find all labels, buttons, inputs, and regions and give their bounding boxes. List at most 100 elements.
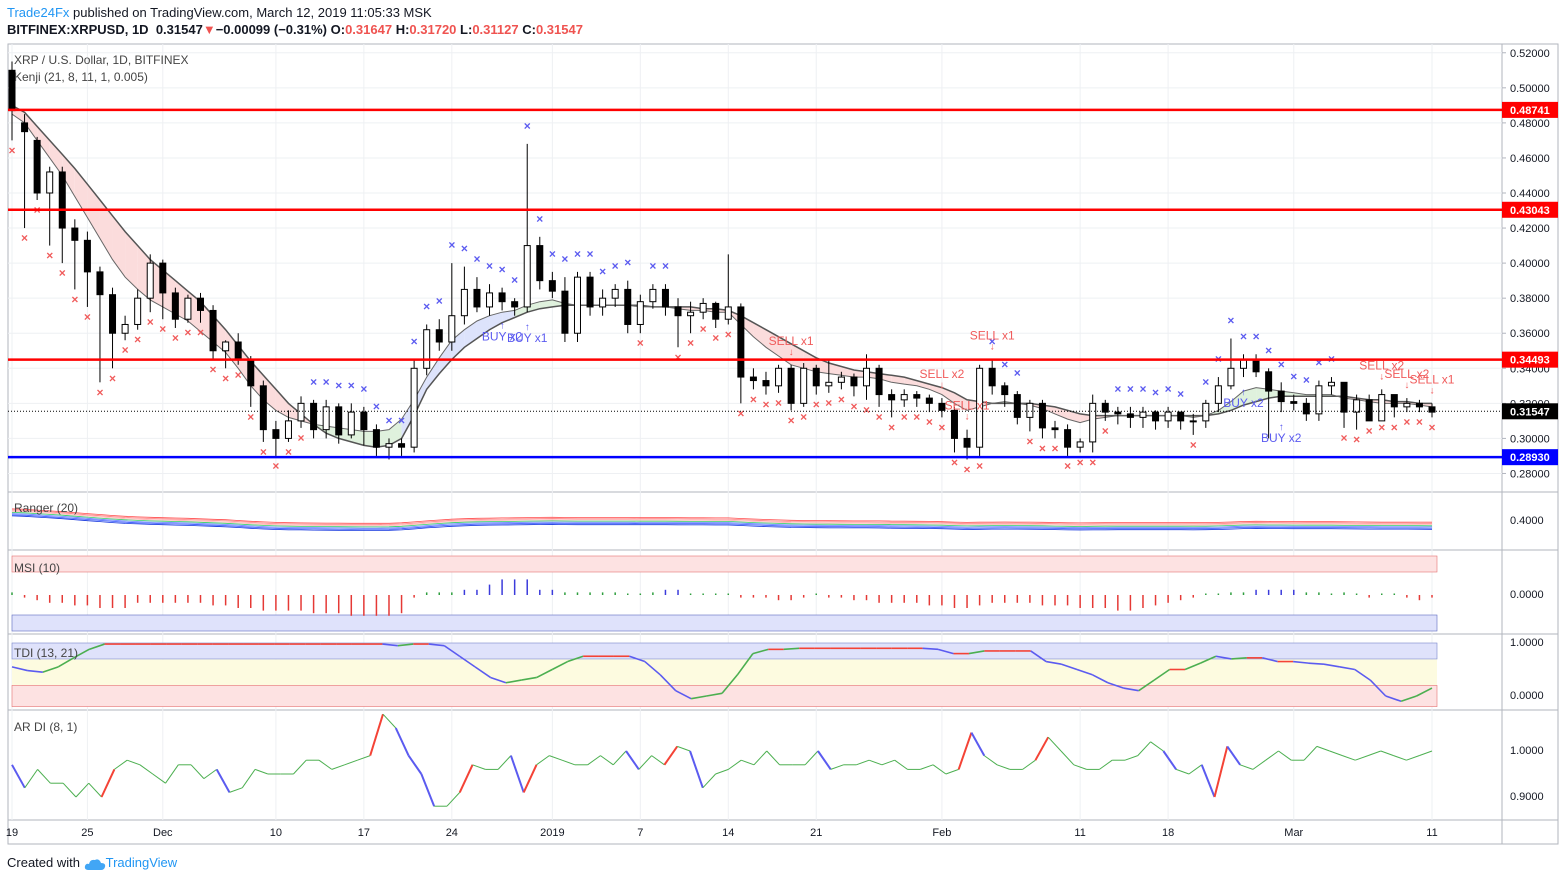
- tradingview-brand[interactable]: TradingView: [105, 855, 178, 870]
- candle-body: [196, 297, 204, 311]
- candle-body: [1252, 359, 1260, 373]
- ardi-line-segment: [702, 773, 716, 789]
- tdi-line-segment: [505, 679, 522, 684]
- buy-marker: ×: [411, 335, 418, 349]
- ardi-line-segment: [215, 768, 231, 793]
- buy-marker: ×: [1202, 375, 1209, 389]
- candle-body: [1353, 399, 1361, 413]
- candle-body: [1327, 381, 1335, 387]
- candle-body: [159, 262, 167, 294]
- tdi-line-segment: [968, 650, 985, 655]
- tdi-tick-label: 0.0000: [1510, 690, 1544, 702]
- buy-marker: ×: [360, 382, 367, 396]
- x-tick-label: 21: [810, 827, 822, 839]
- candle-body: [624, 288, 632, 325]
- tdi-line-segment: [1123, 687, 1139, 692]
- sell-marker: ×: [298, 431, 305, 445]
- tdi-line-segment: [690, 695, 707, 700]
- kenji-cloud-segment: [426, 357, 440, 390]
- candle-body: [888, 394, 896, 401]
- price-level-badge: [1502, 449, 1558, 466]
- candle-body: [1365, 399, 1373, 422]
- tdi-line-segment: [490, 676, 507, 684]
- sell-marker: ×: [863, 403, 870, 417]
- ardi-line-segment: [1162, 750, 1177, 770]
- buy-marker: ×: [335, 378, 342, 392]
- candle-body: [360, 411, 368, 431]
- sell-marker: ×: [8, 143, 15, 157]
- x-tick-label: 11: [1426, 827, 1437, 839]
- candle-body: [498, 292, 506, 303]
- ardi-line-segment: [741, 759, 755, 766]
- tdi-line-segment: [752, 648, 769, 655]
- candle-body: [661, 288, 669, 308]
- candle-body: [134, 297, 142, 325]
- ardi-line-segment: [715, 768, 729, 775]
- msi-tick-label: 0.0000: [1510, 589, 1544, 601]
- ardi-line-segment: [62, 782, 77, 798]
- sell-marker: ×: [1190, 438, 1197, 452]
- buy-marker: ×: [1265, 343, 1272, 357]
- buy-marker: ×: [511, 273, 518, 287]
- buy-marker: ×: [310, 375, 317, 389]
- tdi-line-segment: [629, 655, 646, 663]
- tdi-line-segment: [1262, 657, 1278, 663]
- price-level-label: 0.28930: [1510, 452, 1550, 464]
- tdi-line-segment: [1076, 668, 1093, 676]
- buy-marker: ×: [561, 252, 568, 266]
- x-tick-label: Dec: [153, 827, 173, 839]
- sell-marker: ×: [775, 396, 782, 410]
- kenji-cloud-segment: [388, 419, 402, 446]
- kenji-cloud-segment: [765, 329, 779, 357]
- kenji-cloud-segment: [539, 299, 553, 309]
- candle-body: [46, 171, 54, 194]
- ardi-line-segment: [11, 764, 26, 789]
- sell-marker: ×: [134, 333, 141, 347]
- ardi-line-segment: [638, 755, 653, 770]
- candle-body: [1403, 402, 1411, 408]
- kenji-cloud-segment: [753, 322, 766, 348]
- kenji-cloud-segment: [439, 340, 452, 374]
- chart-frame: [7, 43, 1559, 845]
- candle-body: [33, 139, 41, 194]
- tdi-line-segment: [521, 676, 537, 681]
- buy-marker: ×: [398, 413, 405, 427]
- sell-marker: ×: [46, 249, 53, 263]
- sell-marker: ×: [21, 231, 28, 245]
- publisher-name[interactable]: Trade24Fx: [7, 5, 70, 20]
- x-tick-label: Mar: [1284, 827, 1303, 839]
- sell-marker: ×: [1366, 424, 1373, 438]
- ardi-line-segment: [920, 764, 934, 770]
- sell-marker: ×: [876, 410, 883, 424]
- buy-marker: ×: [461, 242, 468, 256]
- price-level-label: 0.48741: [1510, 105, 1550, 117]
- tdi-line-segment: [706, 692, 723, 697]
- price-level-label: 0.34493: [1510, 355, 1550, 367]
- sell-marker: ×: [964, 462, 971, 476]
- candle-body: [548, 280, 556, 292]
- price-tick-label: 0.50000: [1510, 83, 1550, 95]
- candle-body: [1126, 413, 1134, 418]
- candle-body: [913, 394, 921, 399]
- ardi-line-segment: [394, 727, 410, 757]
- kenji-cloud-segment: [476, 315, 490, 339]
- ardi-label: AR DI (8, 1): [14, 720, 77, 734]
- sell-marker: ×: [926, 415, 933, 429]
- kenji-cloud-segment: [275, 389, 289, 418]
- ardi-line-segment: [996, 764, 1011, 770]
- sell-arrow-icon: ↓: [1379, 371, 1384, 382]
- price-tick-label: 0.52000: [1510, 48, 1550, 60]
- created-with-text: Created with: [7, 855, 80, 870]
- ardi-line-segment: [1060, 750, 1075, 766]
- ardi-line-segment: [318, 759, 333, 770]
- candle-body: [284, 420, 292, 439]
- sell-marker: ×: [838, 392, 845, 406]
- buy-marker: ×: [599, 264, 606, 278]
- tdi-line-segment: [1339, 666, 1355, 671]
- sell-arrow-icon: ↓: [939, 380, 944, 391]
- tdi-line-segment: [567, 655, 584, 663]
- candle-body: [423, 329, 431, 369]
- ardi-line-segment: [24, 769, 38, 789]
- sell-marker: ×: [712, 331, 719, 345]
